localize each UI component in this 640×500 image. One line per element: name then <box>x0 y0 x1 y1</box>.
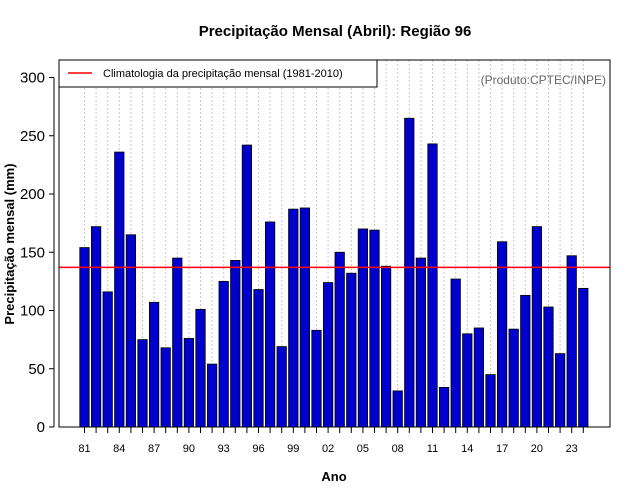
bar-97 <box>264 221 276 428</box>
y-tick-label-300: 300 <box>20 70 45 87</box>
bar-08 <box>392 390 403 428</box>
bar-92 <box>206 363 218 428</box>
bar-22 <box>555 353 566 428</box>
x-tick-label-05: 05 <box>357 443 369 455</box>
x-tick-label-14: 14 <box>461 443 473 455</box>
y-tick-label-200: 200 <box>20 186 45 203</box>
x-axis: 81 84 87 90 93 96 99 02 05 08 11 14 17 20 23 <box>78 427 584 455</box>
bar-89 <box>172 257 183 428</box>
bar-19 <box>520 294 531 428</box>
x-tick-label-90: 90 <box>183 443 195 455</box>
bar-23 <box>566 255 577 428</box>
x-tick-label-84: 84 <box>113 443 125 455</box>
bar-24 <box>578 287 589 428</box>
y-tick-label-250: 250 <box>20 128 45 145</box>
y-axis: 0 50 100 150 200 250 300 <box>20 70 55 436</box>
x-tick-label-17: 17 <box>496 443 508 455</box>
y-tick-label-0: 0 <box>37 419 45 436</box>
bar-82 <box>91 226 102 428</box>
x-tick-label-08: 08 <box>392 443 404 455</box>
bar-21 <box>543 306 554 428</box>
bar-05 <box>357 228 369 428</box>
y-tick-label-100: 100 <box>20 303 45 320</box>
bar-18 <box>508 328 519 428</box>
x-tick-label-87: 87 <box>148 443 160 455</box>
bar-83 <box>102 291 113 428</box>
legend: Climatologia da precipitação mensal (198… <box>58 59 378 88</box>
bar-96 <box>253 289 264 428</box>
x-tick-label-93: 93 <box>218 443 230 455</box>
bar-93 <box>218 280 229 428</box>
x-tick-label-02: 02 <box>322 443 334 455</box>
bar-03 <box>334 251 345 428</box>
x-tick-label-20: 20 <box>531 443 543 455</box>
bars <box>79 117 589 428</box>
bar-14 <box>462 333 473 428</box>
bar-13 <box>450 278 461 428</box>
bar-20 <box>531 226 543 428</box>
legend-box <box>58 59 378 88</box>
bar-94 <box>230 260 241 428</box>
bar-95 <box>241 144 252 428</box>
bar-81 <box>79 247 90 428</box>
bar-99 <box>288 208 299 428</box>
bar-04 <box>346 272 357 428</box>
bar-15 <box>473 327 485 428</box>
x-tick-label-23: 23 <box>566 443 578 455</box>
bar-11 <box>427 143 438 428</box>
bar-85 <box>125 234 136 428</box>
bar-91 <box>195 308 206 428</box>
grid-lines <box>84 60 584 427</box>
bar-84 <box>114 151 125 428</box>
bar-88 <box>160 347 171 428</box>
y-tick-label-50: 50 <box>28 361 45 378</box>
product-annotation: (Produto:CPTEC/INPE) <box>481 73 606 87</box>
bar-12 <box>438 386 450 428</box>
bar-90 <box>183 338 194 428</box>
bar-17 <box>496 241 508 428</box>
bar-01 <box>311 329 322 428</box>
x-tick-label-96: 96 <box>252 443 264 455</box>
bar-00 <box>299 207 311 428</box>
y-axis-label: Precipitação mensal (mm) <box>2 163 17 324</box>
bar-06 <box>369 229 380 428</box>
bar-87 <box>148 301 160 428</box>
chart-title: Precipitação Mensal (Abril): Região 96 <box>199 23 472 40</box>
legend-label: Climatologia da precipitação mensal (198… <box>103 68 343 80</box>
bar-10 <box>415 257 427 428</box>
x-tick-label-99: 99 <box>287 443 299 455</box>
x-axis-label: Ano <box>321 469 346 484</box>
bar-86 <box>137 339 148 428</box>
bar-09 <box>404 117 415 428</box>
bar-16 <box>485 374 496 428</box>
y-tick-label-150: 150 <box>20 244 45 261</box>
x-tick-label-81: 81 <box>78 443 90 455</box>
x-tick-label-11: 11 <box>427 443 438 455</box>
bar-02 <box>322 282 334 428</box>
bar-07 <box>380 265 392 428</box>
bar-98 <box>276 346 287 428</box>
